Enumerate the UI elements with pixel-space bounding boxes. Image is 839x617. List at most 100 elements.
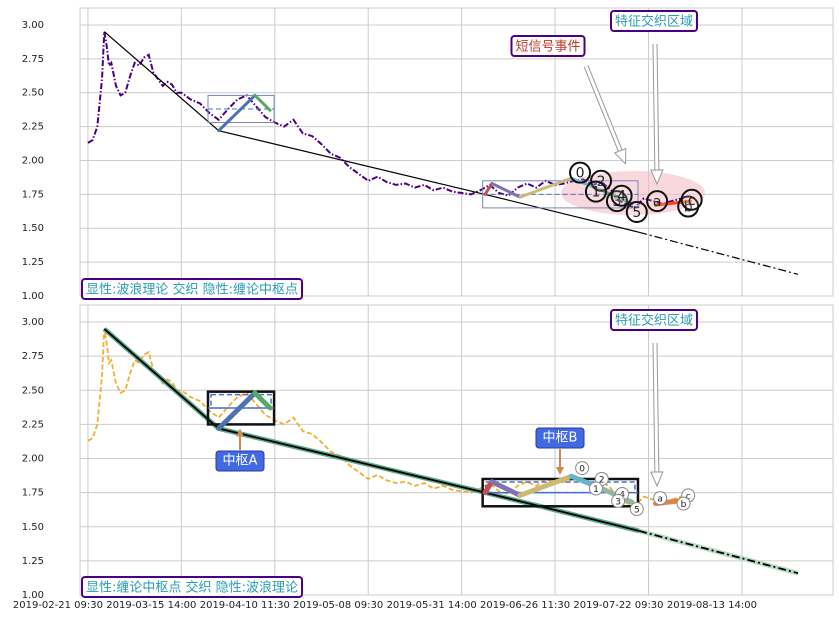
x-tick-label: 2019-02-21 09:30 xyxy=(13,600,103,611)
wave-label-circle xyxy=(680,188,703,211)
price-line xyxy=(87,31,682,210)
wave-label: b xyxy=(684,200,693,216)
wave-segment xyxy=(517,473,574,498)
x-tick-label: 2019-05-31 14:00 xyxy=(387,600,477,611)
pivot-label-box xyxy=(535,427,585,449)
y-tick-label: 1.50 xyxy=(22,223,44,234)
y-tick-label: 2.75 xyxy=(22,351,44,362)
wave-label: a xyxy=(657,495,663,505)
pivot-label: 中枢A xyxy=(223,454,258,469)
wave-label-circle xyxy=(610,184,633,207)
wave-label: 4 xyxy=(617,189,626,205)
arrow-shaft xyxy=(653,342,659,483)
y-tick-label: 2.00 xyxy=(22,454,44,465)
annotation-box xyxy=(609,10,699,32)
projection-line xyxy=(638,530,799,575)
annotation-text: 特征交织区域 xyxy=(615,313,693,329)
x-tick-label: 2019-08-13 14:00 xyxy=(667,600,757,611)
wave-label-circle xyxy=(588,481,603,496)
arrow-head xyxy=(650,169,664,186)
wave-label: 2 xyxy=(597,174,606,190)
trend-line xyxy=(103,31,640,233)
annotation-box xyxy=(80,576,304,598)
y-tick-label: 1.00 xyxy=(22,291,44,302)
x-tick-label: 2019-06-26 11:30 xyxy=(480,600,570,611)
y-tick-label: 1.25 xyxy=(22,257,44,268)
wave-label-circle xyxy=(569,161,592,184)
arrow-shaft xyxy=(653,43,659,181)
x-tick-label: 2019-04-10 11:30 xyxy=(200,600,290,611)
wave-segment xyxy=(569,176,604,192)
wave-segment xyxy=(483,182,494,196)
wave-segment xyxy=(217,93,257,133)
wave-label: 3 xyxy=(615,497,621,507)
wave-label: c xyxy=(686,492,691,502)
bottom-panel: 1.00 1.25 1.50 1.75 2.00 2.25 2.50 2.75 3.00 2019… xyxy=(13,304,834,611)
wave-label: 3 xyxy=(612,194,621,210)
plot-area xyxy=(79,7,834,297)
wave-segment xyxy=(253,93,272,112)
wave-label: c xyxy=(688,193,696,209)
arrow-head xyxy=(650,471,664,488)
wave-label-circle xyxy=(625,200,648,223)
wave-label: 1 xyxy=(593,485,599,495)
price-line xyxy=(87,328,682,508)
wave-label-circle xyxy=(584,180,607,203)
wave-label-circle xyxy=(611,493,626,508)
y-tick-label: 1.25 xyxy=(22,556,44,567)
wave-label: 5 xyxy=(634,506,640,516)
y-tick-label: 2.25 xyxy=(22,122,44,133)
y-tick-label: 2.25 xyxy=(22,419,44,430)
wave-label: 2 xyxy=(599,476,605,486)
pivot-label: 中枢B xyxy=(543,431,578,446)
wave-label-circle xyxy=(676,496,691,511)
wave-segment xyxy=(489,479,523,498)
x-tick-label: 2019-05-08 09:30 xyxy=(293,600,383,611)
trend-line xyxy=(103,328,640,532)
annotation-box xyxy=(510,35,586,57)
wave-label: b xyxy=(681,500,687,510)
annotation-text: 短信号事件 xyxy=(515,40,580,55)
arrow-head xyxy=(613,147,627,165)
y-tick-label: 1.00 xyxy=(22,590,44,601)
wave-label-circle xyxy=(590,169,613,192)
x-tick-label: 2019-07-22 09:30 xyxy=(573,600,663,611)
y-tick-label: 1.50 xyxy=(22,522,44,533)
wave-segment xyxy=(654,199,692,207)
projection-line xyxy=(638,231,799,275)
wave-label-circle xyxy=(629,502,644,517)
wave-segment xyxy=(252,390,273,411)
wave-label: 5 xyxy=(632,205,641,221)
wave-label: 0 xyxy=(579,465,585,475)
y-tick-label: 2.00 xyxy=(22,155,44,166)
wave-label-circle xyxy=(646,190,669,213)
x-tick-label: 2019-03-15 14:00 xyxy=(106,600,196,611)
y-tick-label: 3.00 xyxy=(22,20,44,31)
annotation-text: 显性:缠论中枢点 交织 隐性:波浪理论 xyxy=(86,580,298,596)
wave-label: a xyxy=(653,194,662,210)
wave-segment xyxy=(518,176,573,199)
annotation-box xyxy=(80,278,304,300)
annotation-text: 显性:波浪理论 交织 隐性:缠论中枢点 xyxy=(86,282,298,298)
y-tick-label: 2.75 xyxy=(22,54,44,65)
pivot-inner xyxy=(210,393,272,409)
pivot-label-box xyxy=(215,450,265,472)
arrow-shaft xyxy=(584,65,626,161)
y-tick-label: 1.75 xyxy=(22,189,44,200)
wave-label-circle xyxy=(575,461,590,476)
y-tick-label: 2.50 xyxy=(22,88,44,99)
wave-segment xyxy=(490,182,522,199)
wave-label: 1 xyxy=(591,185,600,201)
annotation-box xyxy=(609,309,699,331)
y-tick-label: 1.75 xyxy=(22,488,44,499)
wave-segment xyxy=(216,390,258,431)
y-tick-label: 3.00 xyxy=(22,317,44,328)
annotation-text: 特征交织区域 xyxy=(615,14,693,30)
pivot-arrow-head xyxy=(236,428,244,437)
wave-label: 0 xyxy=(576,166,585,182)
wave-label-circle xyxy=(653,491,668,506)
pivot-arrow-head xyxy=(556,467,564,475)
y-tick-label: 2.50 xyxy=(22,385,44,396)
top-panel: 1.00 1.25 1.50 1.75 2.00 2.25 2.50 2.75 3.00 0213… xyxy=(22,7,834,302)
